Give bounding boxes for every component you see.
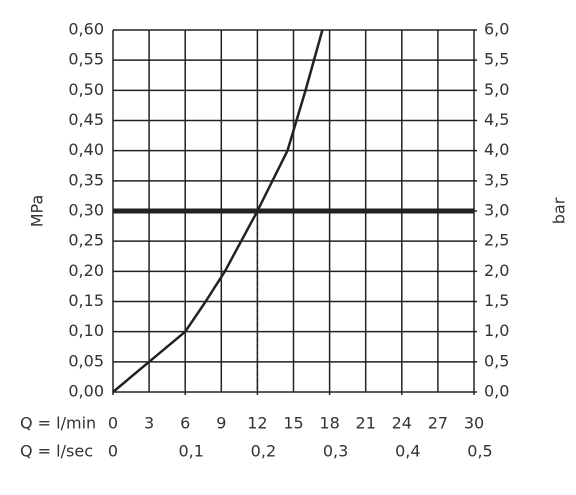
x-tick-label: 21 (356, 414, 376, 433)
y-tick-label: 0,05 (68, 351, 104, 370)
y2-tick-label: 1,5 (484, 291, 509, 310)
y-tick-label: 0,30 (68, 201, 104, 220)
x-tick-label: 9 (216, 414, 226, 433)
y2-tick-label: 4,5 (484, 110, 509, 129)
y2-tick-label: 6,0 (484, 20, 509, 39)
x-tick-label: 24 (392, 414, 412, 433)
y-tick-label: 0,45 (68, 110, 104, 129)
x-tick-label: 3 (144, 414, 154, 433)
y-tick-label: 0,00 (68, 382, 104, 401)
x2-tick-label: 0 (108, 442, 118, 461)
y2-tick-label: 2,0 (484, 261, 509, 280)
y-tick-label: 0,60 (68, 20, 104, 39)
y2-tick-label: 4,0 (484, 140, 509, 159)
y-tick-label: 0,20 (68, 261, 104, 280)
y-tick-label: 0,40 (68, 140, 104, 159)
y2-axis-label: bar (550, 197, 569, 224)
x-tick-label: 0 (108, 414, 118, 433)
y2-tick-label: 1,0 (484, 321, 509, 340)
y-tick-label: 0,55 (68, 50, 104, 69)
y2-tick-label: 5,0 (484, 80, 509, 99)
x-tick-label: 30 (464, 414, 484, 433)
y-tick-label: 0,25 (68, 231, 104, 250)
y-tick-label: 0,10 (68, 321, 104, 340)
y2-tick-label: 3,0 (484, 201, 509, 220)
y-tick-label: 0,35 (68, 170, 104, 189)
x-tick-label: 6 (180, 414, 190, 433)
x-tick-label: 12 (247, 414, 267, 433)
x2-tick-label: 0,2 (251, 442, 276, 461)
y-tick-label: 0,50 (68, 80, 104, 99)
y-axis-label: MPa (28, 195, 47, 228)
y-tick-label: 0,15 (68, 291, 104, 310)
x-tick-label: 18 (319, 414, 339, 433)
x2-tick-label: 0,3 (323, 442, 348, 461)
y2-tick-label: 0,5 (484, 351, 509, 370)
y2-tick-label: 0,0 (484, 382, 509, 401)
x2-tick-label: 0,1 (178, 442, 203, 461)
x2-axis-label: Q = l/sec (20, 442, 93, 461)
x-axis-label: Q = l/min (20, 414, 96, 433)
y2-tick-label: 5,5 (484, 50, 509, 69)
x-tick-label: 27 (428, 414, 448, 433)
y2-tick-label: 2,5 (484, 231, 509, 250)
y2-tick-label: 3,5 (484, 170, 509, 189)
x2-tick-label: 0,5 (467, 442, 492, 461)
curve (112, 29, 324, 393)
x2-tick-label: 0,4 (395, 442, 420, 461)
x-tick-label: 15 (283, 414, 303, 433)
